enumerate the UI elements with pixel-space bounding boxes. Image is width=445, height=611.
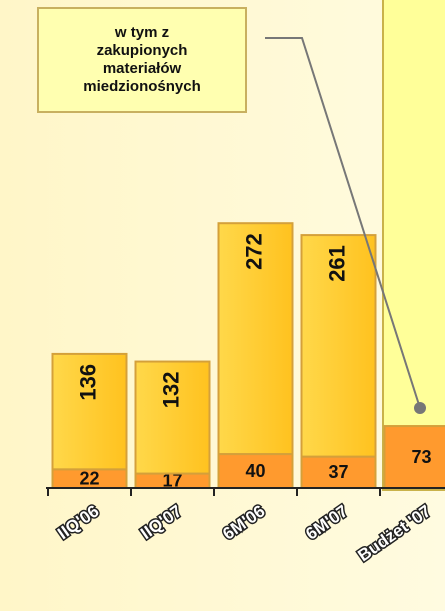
value-label: 261 xyxy=(324,245,349,282)
annotation-box xyxy=(37,7,247,113)
value-label: 132 xyxy=(158,372,183,409)
value-label: 40 xyxy=(245,461,265,481)
value-label: 17 xyxy=(162,471,182,491)
annotation-wrap: w tym z zakupionych materiałów miedziono… xyxy=(83,24,201,95)
value-label: 272 xyxy=(241,233,266,270)
annotation: w tym z zakupionych materiałów miedziono… xyxy=(83,24,201,95)
bar-segment xyxy=(51,352,128,471)
highlight-column xyxy=(382,0,445,491)
value-label: 73 xyxy=(411,447,431,467)
bar-segment xyxy=(300,234,377,458)
bar-segment xyxy=(134,360,211,475)
value-label: 37 xyxy=(328,462,348,482)
bar-segment xyxy=(383,425,445,490)
annotation-dot xyxy=(414,402,426,414)
value-label: 22 xyxy=(79,468,99,488)
value-label: 136 xyxy=(75,364,100,401)
bar-segment xyxy=(217,222,294,456)
annotation-leader xyxy=(265,37,421,409)
